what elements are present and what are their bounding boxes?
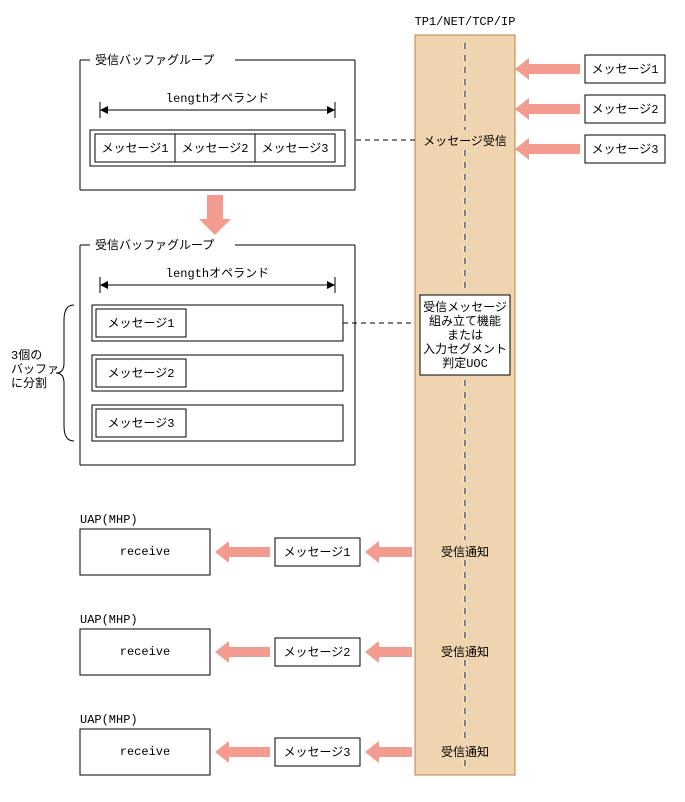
diagram-canvas: TP1/NET/TCP/IPメッセージ1メッセージ2メッセージ3メッセージ受信受…: [0, 0, 685, 797]
uap-msg-label: メッセージ1: [284, 545, 351, 560]
incoming-msg-label: メッセージ1: [592, 62, 659, 77]
buffer1-title: 受信バッファグループ: [95, 53, 214, 68]
uap-right-arrow: [365, 641, 412, 663]
split-label: に分割: [11, 375, 47, 391]
uap-msg-label: メッセージ3: [284, 745, 351, 760]
incoming-arrow: [515, 138, 580, 160]
assemble-line: 受信メッセージ: [423, 300, 507, 315]
buffer1-cell-label: メッセージ2: [182, 141, 249, 156]
buffer2-length-label: lengthオペランド: [166, 266, 269, 281]
uap-right-arrow: [365, 741, 412, 763]
uap-title: UAP(MHP): [80, 613, 138, 627]
assemble-line: 組み立て機能: [429, 313, 501, 329]
uap-right-arrow: [365, 541, 412, 563]
assemble-line: 判定UOC: [442, 355, 488, 371]
uap-title: UAP(MHP): [80, 713, 138, 727]
buffer2-cell-label: メッセージ3: [108, 416, 175, 431]
buffer1-cell-label: メッセージ1: [102, 141, 169, 156]
buffers-down-arrow: [199, 195, 231, 235]
incoming-arrow: [515, 98, 580, 120]
main-bar-title: TP1/NET/TCP/IP: [415, 15, 516, 29]
assemble-line: 入力セグメント: [423, 342, 507, 357]
uap-left-arrow: [215, 741, 270, 763]
incoming-msg-label: メッセージ2: [592, 102, 659, 117]
buffer2-title: 受信バッファグループ: [95, 238, 214, 253]
buffer1-cell-label: メッセージ3: [262, 141, 329, 156]
incoming-arrow: [515, 58, 580, 80]
incoming-msg-label: メッセージ3: [592, 142, 659, 157]
notify-label: 受信通知: [441, 645, 489, 660]
notify-label: 受信通知: [441, 545, 489, 560]
split-label: 3個の: [11, 348, 42, 363]
notify-label: 受信通知: [441, 745, 489, 760]
split-label: バッファ: [11, 363, 59, 377]
uap-title: UAP(MHP): [80, 513, 138, 527]
assemble-line: または: [447, 328, 483, 343]
buffer1-length-label: lengthオペランド: [166, 91, 269, 106]
uap-left-arrow: [215, 541, 270, 563]
uap-left-arrow: [215, 641, 270, 663]
uap-msg-label: メッセージ2: [284, 645, 351, 660]
receive-label: receive: [120, 745, 170, 759]
receive-label: receive: [120, 545, 170, 559]
receive-label: receive: [120, 645, 170, 659]
buffer2-cell-label: メッセージ1: [108, 316, 175, 331]
buffer2-cell-label: メッセージ2: [108, 366, 175, 381]
msg-recv-label: メッセージ受信: [423, 134, 507, 149]
